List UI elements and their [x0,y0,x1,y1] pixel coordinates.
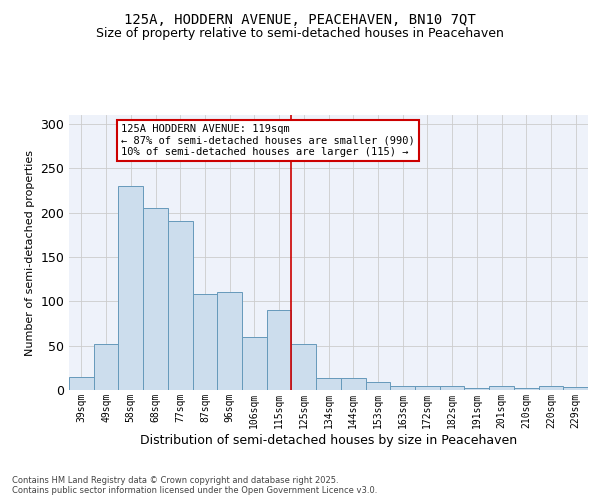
Bar [514,388,539,390]
Text: Contains HM Land Registry data © Crown copyright and database right 2025.
Contai: Contains HM Land Registry data © Crown c… [12,476,377,495]
X-axis label: Distribution of semi-detached houses by size in Peacehaven: Distribution of semi-detached houses by … [140,434,517,446]
Y-axis label: Number of semi-detached properties: Number of semi-detached properties [25,150,35,356]
Bar [143,208,168,390]
Bar [365,382,390,390]
Bar [440,386,464,390]
Bar [539,386,563,390]
Text: Size of property relative to semi-detached houses in Peacehaven: Size of property relative to semi-detach… [96,28,504,40]
Bar [390,386,415,390]
Bar [415,386,440,390]
Bar [464,388,489,390]
Bar [94,344,118,390]
Bar [69,376,94,390]
Bar [292,344,316,390]
Bar [341,378,365,390]
Bar [217,292,242,390]
Bar [242,337,267,390]
Bar [193,294,217,390]
Text: 125A HODDERN AVENUE: 119sqm
← 87% of semi-detached houses are smaller (990)
10% : 125A HODDERN AVENUE: 119sqm ← 87% of sem… [121,124,415,157]
Bar [563,388,588,390]
Bar [316,378,341,390]
Bar [489,386,514,390]
Bar [168,222,193,390]
Bar [118,186,143,390]
Bar [267,310,292,390]
Text: 125A, HODDERN AVENUE, PEACEHAVEN, BN10 7QT: 125A, HODDERN AVENUE, PEACEHAVEN, BN10 7… [124,12,476,26]
